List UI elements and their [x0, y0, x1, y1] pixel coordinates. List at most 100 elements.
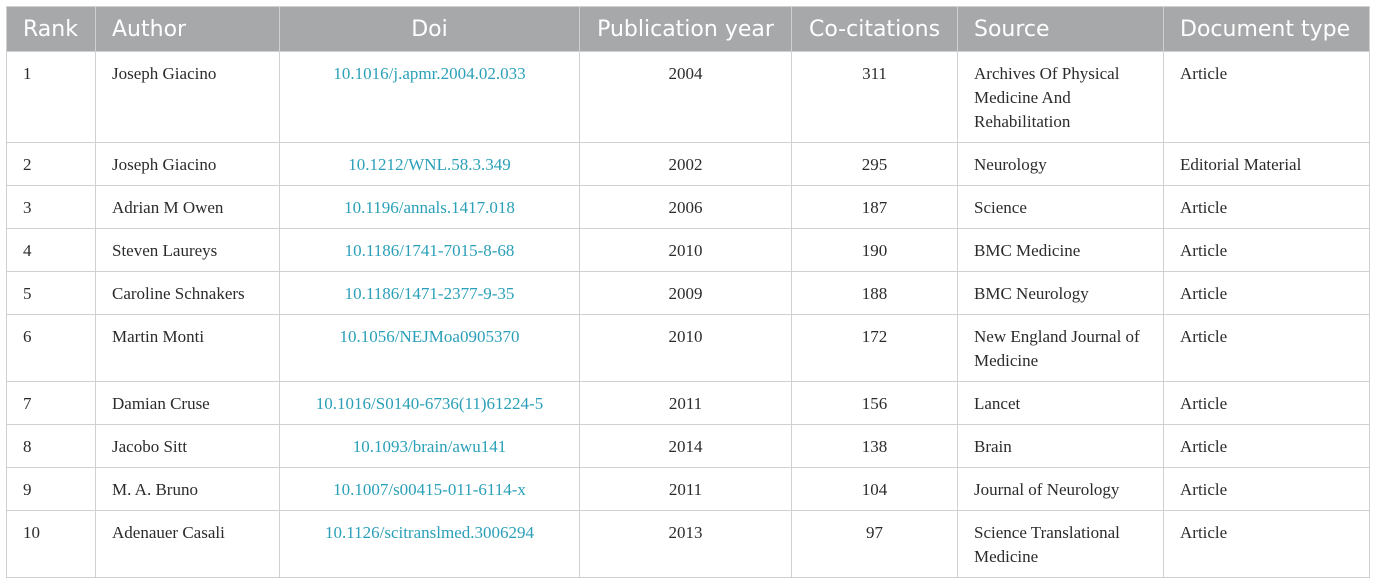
rank-cell: 10: [6, 510, 96, 578]
source-cell: New England Journal of Medicine: [957, 314, 1164, 382]
author-cell: Joseph Giacino: [95, 51, 280, 143]
doi-link[interactable]: 10.1196/annals.1417.018: [344, 198, 515, 217]
header-document-type: Document type: [1163, 6, 1370, 52]
year-cell: 2013: [579, 510, 792, 578]
author-cell: Adrian M Owen: [95, 185, 280, 229]
source-cell: Lancet: [957, 381, 1164, 425]
doi-link[interactable]: 10.1016/S0140-6736(11)61224-5: [315, 394, 544, 413]
document-type-cell: Article: [1163, 228, 1370, 272]
header-publication-year: Publication year: [579, 6, 792, 52]
citations-table: Rank Author Doi Publication year Co-cita…: [6, 6, 1370, 578]
author-cell: Steven Laureys: [95, 228, 280, 272]
author-cell: Joseph Giacino: [95, 142, 280, 186]
table-row: 2 Joseph Giacino 10.1212/WNL.58.3.349 20…: [6, 142, 1370, 186]
doi-cell: 10.1056/NEJMoa0905370: [279, 314, 580, 382]
rank-cell: 2: [6, 142, 96, 186]
rank-cell: 4: [6, 228, 96, 272]
author-cell: M. A. Bruno: [95, 467, 280, 511]
year-cell: 2010: [579, 228, 792, 272]
year-cell: 2004: [579, 51, 792, 143]
doi-link[interactable]: 10.1056/NEJMoa0905370: [339, 327, 520, 346]
document-type-cell: Article: [1163, 381, 1370, 425]
author-cell: Martin Monti: [95, 314, 280, 382]
document-type-cell: Article: [1163, 467, 1370, 511]
doi-cell: 10.1196/annals.1417.018: [279, 185, 580, 229]
doi-link[interactable]: 10.1186/1741-7015-8-68: [344, 241, 515, 260]
year-cell: 2011: [579, 467, 792, 511]
author-cell: Caroline Schnakers: [95, 271, 280, 315]
table-row: 9 M. A. Bruno 10.1007/s00415-011-6114-x …: [6, 467, 1370, 511]
co-citations-cell: 188: [791, 271, 958, 315]
co-citations-cell: 190: [791, 228, 958, 272]
year-cell: 2011: [579, 381, 792, 425]
doi-cell: 10.1186/1741-7015-8-68: [279, 228, 580, 272]
year-cell: 2009: [579, 271, 792, 315]
source-cell: BMC Medicine: [957, 228, 1164, 272]
doi-link[interactable]: 10.1093/brain/awu141: [352, 437, 507, 456]
doi-link[interactable]: 10.1007/s00415-011-6114-x: [333, 480, 526, 499]
year-cell: 2002: [579, 142, 792, 186]
table-row: 7 Damian Cruse 10.1016/S0140-6736(11)612…: [6, 381, 1370, 425]
document-type-cell: Article: [1163, 424, 1370, 468]
table-body: 1 Joseph Giacino 10.1016/j.apmr.2004.02.…: [6, 51, 1370, 578]
header-co-citations: Co-citations: [791, 6, 958, 52]
document-type-cell: Editorial Material: [1163, 142, 1370, 186]
source-cell: Archives Of Physical Medicine And Rehabi…: [957, 51, 1164, 143]
doi-cell: 10.1126/scitranslmed.3006294: [279, 510, 580, 578]
source-cell: Science Translational Medicine: [957, 510, 1164, 578]
source-cell: Brain: [957, 424, 1164, 468]
co-citations-cell: 311: [791, 51, 958, 143]
author-cell: Jacobo Sitt: [95, 424, 280, 468]
doi-cell: 10.1016/j.apmr.2004.02.033: [279, 51, 580, 143]
doi-cell: 10.1007/s00415-011-6114-x: [279, 467, 580, 511]
table-row: 10 Adenauer Casali 10.1126/scitranslmed.…: [6, 510, 1370, 578]
co-citations-cell: 295: [791, 142, 958, 186]
table-header: Rank Author Doi Publication year Co-cita…: [6, 6, 1370, 52]
table-row: 6 Martin Monti 10.1056/NEJMoa0905370 201…: [6, 314, 1370, 382]
table-row: 4 Steven Laureys 10.1186/1741-7015-8-68 …: [6, 228, 1370, 272]
rank-cell: 8: [6, 424, 96, 468]
source-cell: BMC Neurology: [957, 271, 1164, 315]
rank-cell: 6: [6, 314, 96, 382]
header-author: Author: [95, 6, 280, 52]
header-doi: Doi: [279, 6, 580, 52]
year-cell: 2014: [579, 424, 792, 468]
year-cell: 2010: [579, 314, 792, 382]
doi-link[interactable]: 10.1016/j.apmr.2004.02.033: [333, 64, 526, 83]
source-cell: Science: [957, 185, 1164, 229]
co-citations-cell: 104: [791, 467, 958, 511]
doi-cell: 10.1016/S0140-6736(11)61224-5: [279, 381, 580, 425]
doi-link[interactable]: 10.1126/scitranslmed.3006294: [324, 523, 534, 542]
document-type-cell: Article: [1163, 185, 1370, 229]
header-rank: Rank: [6, 6, 96, 52]
rank-cell: 3: [6, 185, 96, 229]
co-citations-cell: 172: [791, 314, 958, 382]
source-cell: Neurology: [957, 142, 1164, 186]
year-cell: 2006: [579, 185, 792, 229]
doi-link[interactable]: 10.1212/WNL.58.3.349: [348, 155, 511, 174]
co-citations-cell: 187: [791, 185, 958, 229]
header-source: Source: [957, 6, 1164, 52]
doi-cell: 10.1186/1471-2377-9-35: [279, 271, 580, 315]
table-row: 1 Joseph Giacino 10.1016/j.apmr.2004.02.…: [6, 51, 1370, 143]
document-type-cell: Article: [1163, 271, 1370, 315]
rank-cell: 9: [6, 467, 96, 511]
table-row: 8 Jacobo Sitt 10.1093/brain/awu141 2014 …: [6, 424, 1370, 468]
doi-link[interactable]: 10.1186/1471-2377-9-35: [344, 284, 515, 303]
doi-cell: 10.1093/brain/awu141: [279, 424, 580, 468]
author-cell: Damian Cruse: [95, 381, 280, 425]
co-citations-cell: 97: [791, 510, 958, 578]
rank-cell: 7: [6, 381, 96, 425]
co-citations-cell: 156: [791, 381, 958, 425]
document-type-cell: Article: [1163, 510, 1370, 578]
doi-cell: 10.1212/WNL.58.3.349: [279, 142, 580, 186]
author-cell: Adenauer Casali: [95, 510, 280, 578]
document-type-cell: Article: [1163, 314, 1370, 382]
co-citations-cell: 138: [791, 424, 958, 468]
document-type-cell: Article: [1163, 51, 1370, 143]
rank-cell: 1: [6, 51, 96, 143]
header-row: Rank Author Doi Publication year Co-cita…: [6, 6, 1370, 52]
source-cell: Journal of Neurology: [957, 467, 1164, 511]
table-row: 3 Adrian M Owen 10.1196/annals.1417.018 …: [6, 185, 1370, 229]
table-row: 5 Caroline Schnakers 10.1186/1471-2377-9…: [6, 271, 1370, 315]
